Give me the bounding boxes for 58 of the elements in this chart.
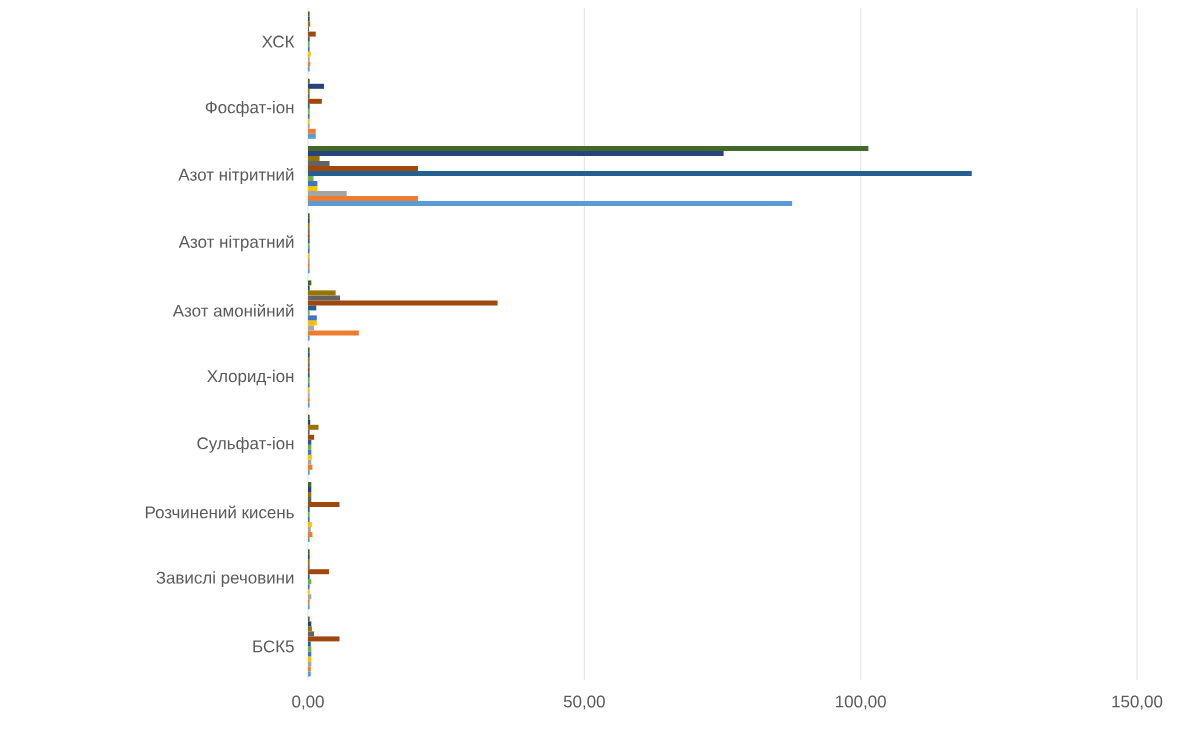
bar [308,61,311,67]
bar [308,300,498,306]
bar [308,626,312,632]
bar [308,424,319,430]
bar [308,201,793,206]
bar [308,315,317,321]
y-tick-label: БСК5 [253,640,294,653]
bar [308,330,359,336]
bar [308,522,312,527]
bar [308,502,340,507]
bar [308,161,330,166]
bar [308,98,322,104]
bar [308,569,329,575]
bar [308,176,314,181]
bar [308,146,869,151]
y-tick-label: Розчинений кисень [145,505,294,519]
y-tick-label: Сульфат-іон [197,436,294,453]
bar [308,128,316,134]
bar [308,83,325,89]
bar [308,166,418,171]
bar [308,666,311,672]
bar [308,295,341,301]
bar [308,320,317,326]
bar [308,31,316,37]
bar [308,532,313,537]
y-tick-label: Азот нітратний [178,235,294,252]
bar [308,156,320,161]
bar [308,641,311,647]
bar [308,419,311,425]
y-tick-label: Фосфат-іон [205,100,294,117]
bar [308,181,318,186]
x-tick-label: 0,00 [292,695,324,710]
bar [308,21,311,27]
y-tick-label: ХСК [262,35,295,48]
bar [308,631,315,637]
y-tick-label: Хлорид-іон [207,369,294,386]
bar [308,305,317,311]
y-tick-label: Азот амонійний [172,304,294,317]
y-tick-label: Азот нітритний [178,167,294,185]
bar [308,290,336,296]
bar [308,527,311,532]
bar [308,464,313,470]
bar [308,186,318,191]
bar [308,325,315,331]
bar [308,671,311,677]
bar [308,196,418,201]
bar [308,51,311,57]
bar [308,171,972,176]
bar [308,434,315,440]
bar [308,151,724,156]
x-tick-label: 100,00 [836,695,886,710]
x-tick-label: 150,00 [1112,695,1163,710]
bar [308,454,312,460]
x-tick-label: 50,00 [563,695,605,710]
bar [308,191,347,196]
bar [308,636,340,642]
bar [308,133,316,139]
y-tick-label: Завислі речовини [156,571,294,588]
